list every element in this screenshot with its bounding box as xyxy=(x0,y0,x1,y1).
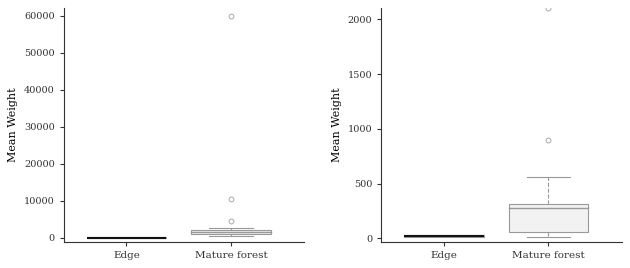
Bar xyxy=(87,237,166,238)
Y-axis label: Mean Weight: Mean Weight xyxy=(332,88,342,162)
Y-axis label: Mean Weight: Mean Weight xyxy=(8,88,18,162)
Bar xyxy=(404,234,484,237)
Bar xyxy=(192,230,271,234)
Bar xyxy=(509,204,588,232)
